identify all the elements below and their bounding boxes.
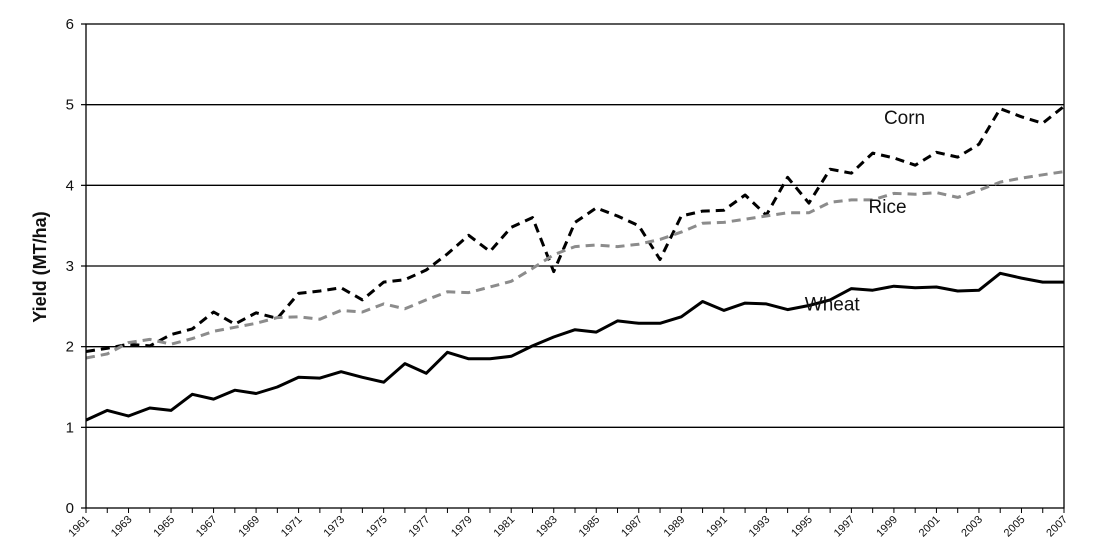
- x-tick-label-2007: 2007: [1044, 514, 1070, 540]
- series-annotation-corn: Corn: [884, 108, 925, 129]
- x-tick-label-1967: 1967: [194, 514, 220, 540]
- x-tick-label-1985: 1985: [577, 514, 603, 540]
- x-tick-label-1963: 1963: [109, 514, 135, 540]
- x-tick-label-2005: 2005: [1002, 514, 1028, 540]
- series-annotation-rice: Rice: [869, 197, 907, 218]
- x-tick-label-1987: 1987: [619, 514, 645, 540]
- series-line-corn: [85, 105, 1065, 353]
- y-tick-label-6: 6: [66, 16, 74, 33]
- x-tick-label-1989: 1989: [662, 514, 688, 540]
- y-tick-label-2: 2: [66, 339, 74, 356]
- x-tick-label-1979: 1979: [449, 514, 475, 540]
- x-tick-label-1991: 1991: [704, 514, 730, 540]
- x-tick-label-1983: 1983: [534, 514, 560, 540]
- series-annotation-wheat: Wheat: [805, 294, 861, 315]
- y-tick-label-0: 0: [66, 500, 74, 517]
- x-tick-label-1993: 1993: [747, 514, 773, 540]
- x-tick-label-1999: 1999: [874, 514, 900, 540]
- x-tick-label-1971: 1971: [279, 514, 305, 540]
- x-tick-label-1977: 1977: [406, 514, 432, 540]
- y-tick-label-1: 1: [66, 419, 74, 436]
- x-tick-label-2001: 2001: [917, 514, 943, 540]
- y-tick-label-5: 5: [66, 97, 74, 114]
- x-tick-label-1969: 1969: [236, 514, 262, 540]
- x-tick-label-1965: 1965: [151, 514, 177, 540]
- series-line-rice: [85, 170, 1065, 360]
- axes-layer: [81, 23, 1065, 513]
- x-tick-label-1973: 1973: [321, 514, 347, 540]
- x-tick-label-1995: 1995: [789, 514, 815, 540]
- y-axis-label: Yield (MT/ha): [30, 211, 50, 322]
- x-tick-label-1961: 1961: [66, 514, 92, 540]
- x-tick-label-2003: 2003: [959, 514, 985, 540]
- grid-layer: [86, 104, 1064, 428]
- y-tick-label-4: 4: [66, 177, 74, 194]
- x-tick-label-1981: 1981: [492, 514, 518, 540]
- labels-layer: 0 1 2 3 4 5 6 1961 1963 1965 1967 1969 1971 1973 1975 1…: [66, 16, 1070, 539]
- series-layer: [85, 105, 1065, 422]
- series-line-wheat: [85, 271, 1064, 422]
- x-tick-label-1975: 1975: [364, 514, 390, 540]
- y-tick-label-3: 3: [66, 258, 74, 275]
- x-tick-label-1997: 1997: [832, 514, 858, 540]
